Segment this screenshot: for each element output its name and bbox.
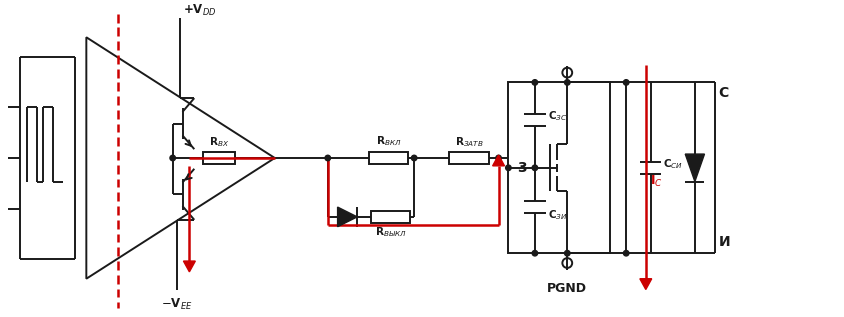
Text: C$_{СИ}$: C$_{СИ}$ (663, 157, 683, 171)
Text: С: С (717, 86, 728, 100)
Bar (508, 82, 609, 253)
Circle shape (495, 155, 500, 161)
Text: +V$_{DD}$: +V$_{DD}$ (182, 3, 215, 18)
Circle shape (411, 155, 416, 161)
Bar (449, 152, 488, 165)
Bar (369, 152, 408, 165)
Text: C$_{ЗС}$: C$_{ЗС}$ (547, 109, 566, 123)
Bar (371, 210, 409, 223)
Polygon shape (338, 207, 357, 227)
Text: $-$V$_{EE}$: $-$V$_{EE}$ (160, 297, 192, 313)
Polygon shape (492, 155, 504, 166)
Text: R$_{ВКЛ}$: R$_{ВКЛ}$ (376, 135, 401, 149)
Polygon shape (684, 154, 704, 182)
Circle shape (564, 80, 570, 85)
Text: 3: 3 (517, 161, 526, 175)
Circle shape (532, 80, 537, 85)
Text: И: И (717, 235, 729, 249)
Circle shape (505, 165, 511, 171)
Circle shape (623, 80, 628, 85)
Text: PGND: PGND (547, 282, 587, 295)
Circle shape (623, 250, 628, 256)
Text: R$_{ЗАТВ}$: R$_{ЗАТВ}$ (454, 135, 483, 149)
Polygon shape (183, 261, 195, 272)
Circle shape (325, 155, 330, 161)
Text: R$_{ВХ}$: R$_{ВХ}$ (208, 135, 229, 149)
Circle shape (170, 155, 176, 161)
Circle shape (564, 250, 570, 256)
Bar (203, 152, 235, 165)
Text: C$_{ЗИ}$: C$_{ЗИ}$ (547, 208, 566, 222)
Circle shape (532, 165, 537, 171)
Text: R$_{ВЫКЛ}$: R$_{ВЫКЛ}$ (375, 226, 406, 240)
Circle shape (532, 250, 537, 256)
Text: I$_С$: I$_С$ (649, 174, 662, 189)
Polygon shape (639, 279, 651, 289)
